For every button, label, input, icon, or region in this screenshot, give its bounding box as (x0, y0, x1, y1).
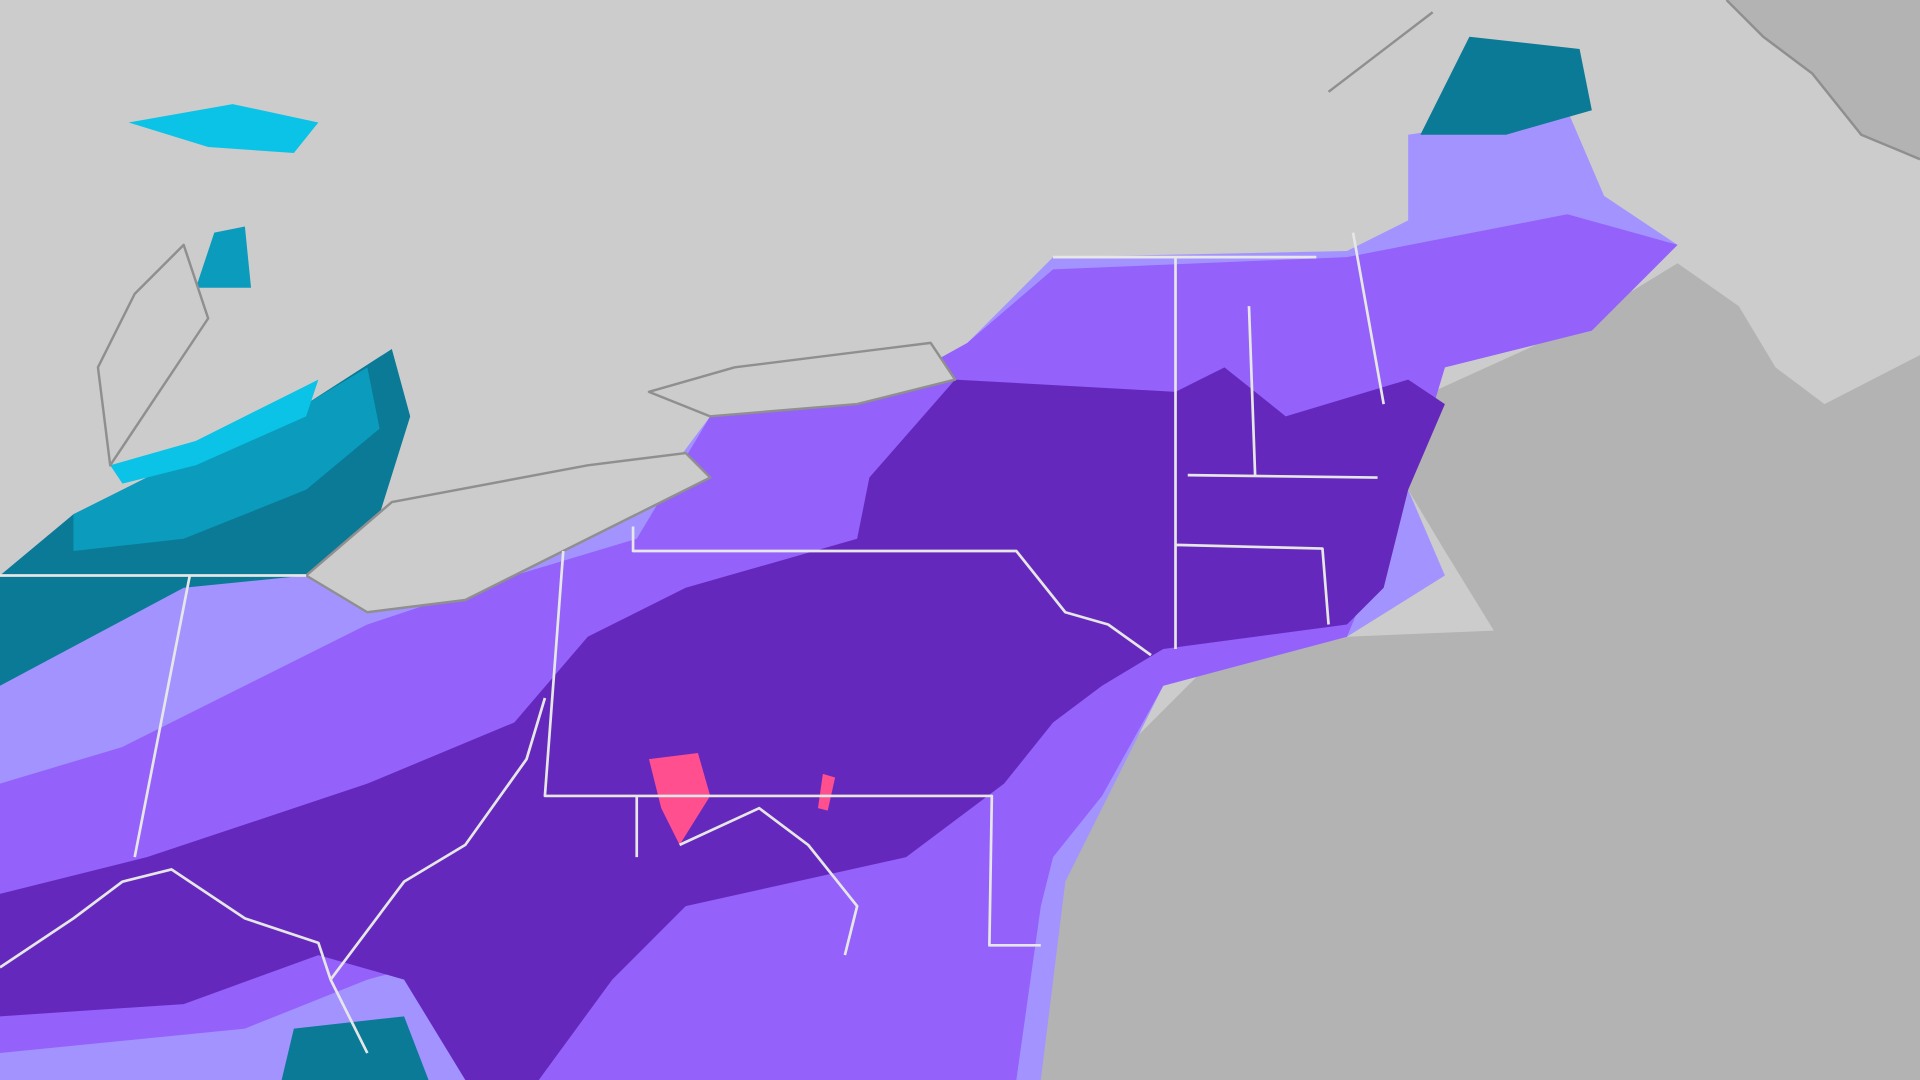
snow-pink (648, 753, 711, 845)
snow-pink-small (817, 773, 836, 811)
snow-teal-maine (1420, 36, 1592, 135)
snow-teal-south (281, 1016, 429, 1080)
ocean (1040, 263, 1920, 1080)
snow-heavy (0, 367, 1445, 1080)
gulf (1726, 0, 1920, 160)
snow-teal-island (195, 226, 252, 288)
coastline (96, 0, 1920, 614)
snow-cyan-north (128, 104, 319, 154)
lake-michigan (97, 244, 209, 466)
state-borders (0, 232, 1385, 1054)
lake-erie (306, 453, 711, 613)
